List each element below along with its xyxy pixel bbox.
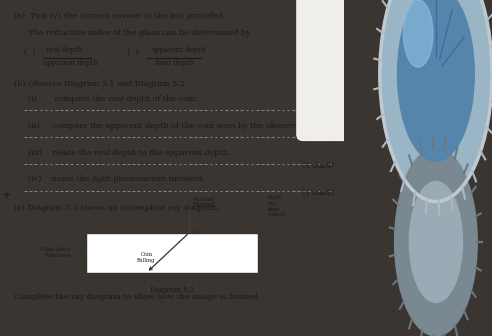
Text: Light
ray
liner
cohept: Light ray liner cohept bbox=[268, 195, 286, 217]
Text: [1 mark]: [1 mark] bbox=[303, 61, 334, 69]
Bar bbox=[86, 233, 258, 273]
Text: [1 mark]: [1 mark] bbox=[303, 188, 334, 196]
Text: +: + bbox=[1, 190, 11, 200]
Text: [1 mark]: [1 mark] bbox=[303, 107, 334, 115]
Text: Apparent depth: Apparent depth bbox=[150, 46, 206, 54]
Text: (i)       compare the real depth of the coin.: (i) compare the real depth of the coin. bbox=[28, 95, 198, 103]
Text: (c) Diagram 5.3 shows an incomplete ray diagram.: (c) Diagram 5.3 shows an incomplete ray … bbox=[14, 204, 219, 212]
Text: (ii)     compare the apparent depth of the coin seen by the observer.: (ii) compare the apparent depth of the c… bbox=[28, 122, 303, 130]
Text: Diagram 5.3: Diagram 5.3 bbox=[150, 286, 194, 294]
Circle shape bbox=[398, 0, 474, 161]
Text: (a)  Tick (√) the correct answer in the box provided.: (a) Tick (√) the correct answer in the b… bbox=[14, 12, 225, 20]
Text: (  ): ( ) bbox=[127, 48, 139, 56]
Text: Glass block
Real here: Glass block Real here bbox=[40, 247, 71, 258]
Text: (b) Observe Diagram 5.1 and Diagram 5.2,: (b) Observe Diagram 5.1 and Diagram 5.2, bbox=[14, 80, 187, 88]
Circle shape bbox=[395, 148, 477, 336]
Text: (  ): ( ) bbox=[24, 48, 35, 56]
Text: apparent depth: apparent depth bbox=[43, 59, 98, 68]
Text: Complete the ray diagram to show how the image is formed.: Complete the ray diagram to show how the… bbox=[14, 293, 260, 301]
Text: Normal
Normal: Normal Normal bbox=[193, 197, 215, 207]
Text: Coin
Falling: Coin Falling bbox=[137, 252, 155, 263]
Text: The refractive index of the glass can be determined by: The refractive index of the glass can be… bbox=[28, 29, 250, 37]
Text: [1 mark]: [1 mark] bbox=[303, 134, 334, 142]
Circle shape bbox=[380, 0, 492, 202]
Text: [1 mark]: [1 mark] bbox=[303, 161, 334, 169]
FancyBboxPatch shape bbox=[296, 0, 358, 141]
Text: (iii)    relate the real depth to the apparent depth.: (iii) relate the real depth to the appar… bbox=[28, 149, 230, 157]
Circle shape bbox=[409, 181, 462, 302]
Text: Real depth: Real depth bbox=[155, 59, 193, 68]
Text: (iv)    name the light phenomenon involved.: (iv) name the light phenomenon involved. bbox=[28, 175, 205, 183]
Circle shape bbox=[403, 0, 433, 67]
Text: real depth: real depth bbox=[47, 46, 83, 54]
